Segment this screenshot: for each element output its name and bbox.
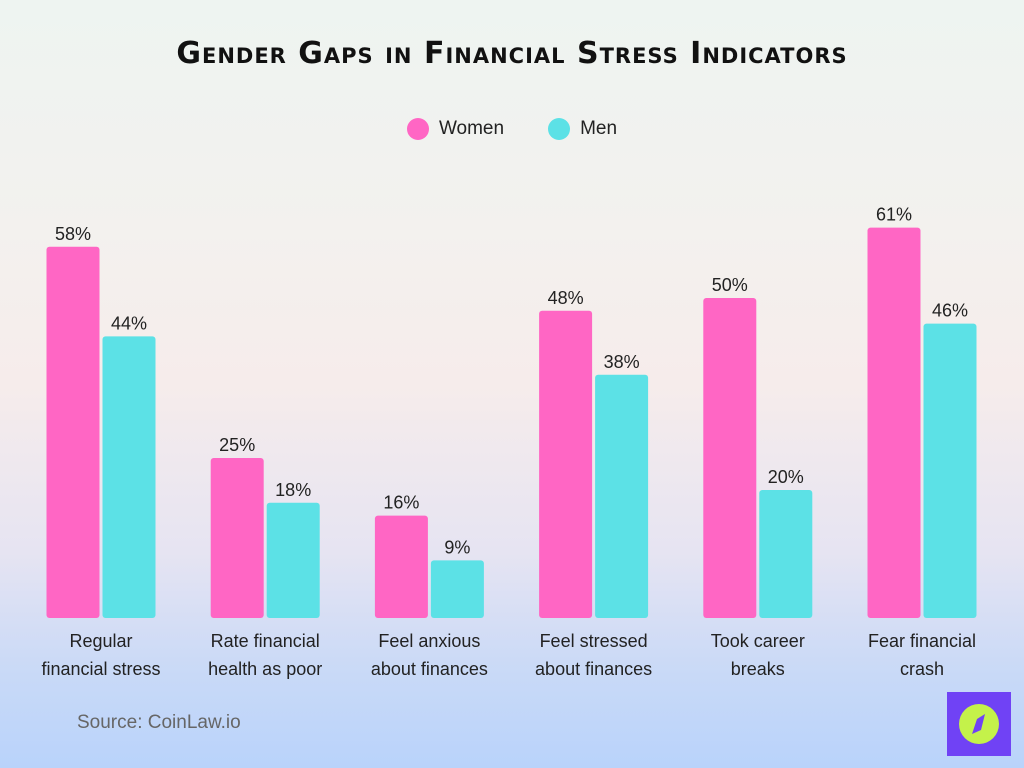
bar-women bbox=[703, 298, 757, 618]
data-label: 44% bbox=[111, 313, 147, 333]
legend-label-men: Men bbox=[580, 118, 618, 139]
bar-women bbox=[539, 310, 593, 618]
category-label: about finances bbox=[535, 659, 652, 679]
category-label: Rate financial bbox=[211, 631, 320, 651]
data-label: 25% bbox=[219, 435, 255, 455]
category-label: Feel anxious bbox=[378, 631, 480, 651]
legend-swatch-men bbox=[548, 118, 571, 140]
data-label: 18% bbox=[275, 480, 311, 500]
data-label: 9% bbox=[444, 537, 470, 557]
data-label: 58% bbox=[55, 224, 91, 244]
category-label: Feel stressed bbox=[540, 631, 648, 651]
legend-label-women: Women bbox=[438, 118, 505, 139]
bar-men bbox=[102, 336, 156, 618]
bar-women bbox=[374, 515, 428, 618]
bar-women bbox=[867, 227, 921, 618]
data-label: 38% bbox=[604, 352, 640, 372]
bar-women bbox=[210, 458, 264, 618]
category-label: about finances bbox=[371, 659, 488, 679]
data-label: 20% bbox=[768, 467, 804, 487]
bar-men bbox=[595, 374, 649, 618]
category-label: Took career bbox=[711, 631, 805, 651]
category-label: crash bbox=[900, 659, 944, 679]
category-label: Regular bbox=[69, 631, 132, 651]
bar-men bbox=[266, 502, 320, 618]
logo bbox=[947, 692, 1011, 756]
bar-chart: 58% 44% Regular financial stress 25% 18% Rate … bbox=[41, 205, 977, 679]
data-label: 16% bbox=[383, 493, 419, 513]
category-label: health as poor bbox=[208, 659, 322, 679]
legend-item-men: Men bbox=[548, 118, 617, 140]
category-label: breaks bbox=[731, 659, 785, 679]
bar-men bbox=[430, 560, 484, 618]
data-label: 46% bbox=[932, 301, 968, 321]
compass-icon bbox=[959, 704, 999, 744]
legend-swatch-women bbox=[406, 118, 429, 140]
data-label: 48% bbox=[548, 288, 584, 308]
legend-item-women: Women bbox=[406, 118, 505, 140]
data-label: 61% bbox=[876, 205, 912, 225]
category-label: financial stress bbox=[41, 659, 160, 679]
bar-women bbox=[46, 246, 100, 619]
data-label: 50% bbox=[712, 275, 748, 295]
legend: Women Men bbox=[0, 118, 1024, 140]
bar-men bbox=[759, 490, 813, 618]
source-text: Source: CoinLaw.io bbox=[77, 712, 241, 733]
chart-title: Gender Gaps in Financial Stress Indicato… bbox=[176, 36, 848, 71]
bar-men bbox=[923, 323, 977, 618]
category-label: Fear financial bbox=[868, 631, 976, 651]
